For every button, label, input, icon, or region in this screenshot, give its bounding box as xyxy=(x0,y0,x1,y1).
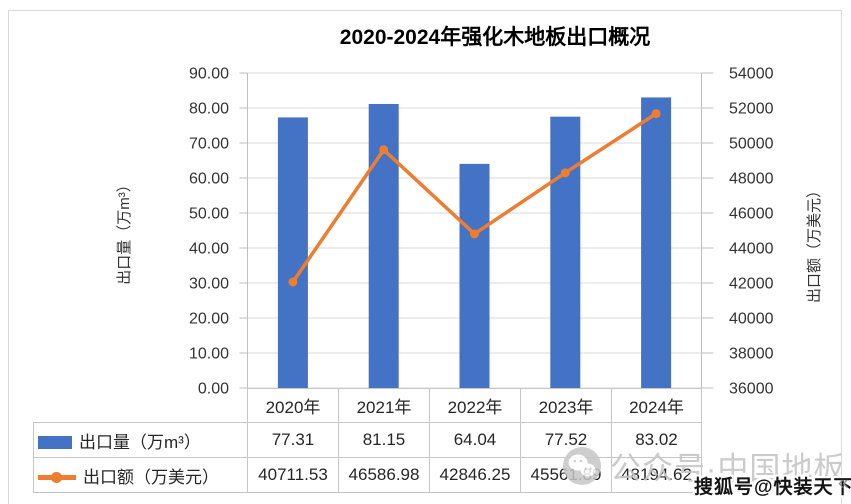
legend-line-swatch xyxy=(38,471,76,484)
table-value: 81.15 xyxy=(338,422,430,458)
left-axis-tick-label: 30.00 xyxy=(189,276,229,293)
table-corner-empty xyxy=(34,389,248,423)
left-axis-tick-label: 50.00 xyxy=(189,206,229,223)
wechat-icon xyxy=(563,447,601,485)
right-axis-tick-label: 52000 xyxy=(729,101,774,118)
bar-2023年 xyxy=(550,116,581,389)
right-axis-tick-label: 50000 xyxy=(729,136,774,153)
line-marker-2023年 xyxy=(560,168,570,178)
right-axis-tick-label: 36000 xyxy=(729,381,774,398)
table-value: 42846.25 xyxy=(429,457,521,493)
table-value: 48194.62 xyxy=(611,457,702,493)
line-marker-2022年 xyxy=(470,229,479,239)
category-label: 2021年 xyxy=(338,388,430,423)
category-label: 2023年 xyxy=(520,388,612,423)
chevron-left-icon: « xyxy=(838,473,849,494)
legend-bar-swatch xyxy=(38,435,72,449)
line-marker-2021年 xyxy=(379,145,389,155)
right-axis-tick-label: 40000 xyxy=(729,311,774,328)
line-marker-2020年 xyxy=(288,277,298,287)
chart-title: 2020-2024年强化木地板出口概况 xyxy=(339,26,651,49)
right-axis-tick-label: 44000 xyxy=(729,241,774,258)
bar-2020年 xyxy=(277,117,308,388)
right-axis-tick-label: 48000 xyxy=(729,171,774,188)
right-axis-tick-label: 38000 xyxy=(729,346,774,363)
left-axis-tick-label: 70.00 xyxy=(189,136,229,153)
legend-label: 出口额（万美元） xyxy=(83,467,219,487)
category-label: 2024年 xyxy=(611,388,702,423)
line-marker-2024年 xyxy=(651,109,661,119)
right-axis-tick-label: 46000 xyxy=(729,206,774,223)
legend-item: 出口量（万m³） xyxy=(33,422,248,458)
right-axis-title: 出口额（万美元） xyxy=(806,183,823,304)
table-value: 77.31 xyxy=(247,422,339,458)
left-axis-tick-label: 90.00 xyxy=(189,66,229,83)
sohu-watermark-text: 搜狐号@快装天下 xyxy=(694,477,851,498)
right-axis-tick-label: 54000 xyxy=(729,66,774,83)
bar-2022年 xyxy=(459,163,490,388)
table-value: 83.02 xyxy=(611,422,702,458)
category-label: 2020年 xyxy=(247,388,339,423)
table-value: 40711.53 xyxy=(247,457,339,493)
bar-2024年 xyxy=(641,97,672,389)
wechat-watermark-text: 公众号·中国地板 xyxy=(610,451,846,486)
left-axis-tick-label: 40.00 xyxy=(189,241,229,258)
left-axis-tick-label: 80.00 xyxy=(189,101,229,118)
table-value: 46586.98 xyxy=(338,457,430,493)
chart-data-table: 2020年 2021年 2022年 2023年 2024年出口量（万m³） 77.31 81… xyxy=(33,388,702,493)
table-value: 64.04 xyxy=(429,422,521,458)
left-axis-tick-label: 60.00 xyxy=(189,171,229,188)
right-axis-tick-label: 42000 xyxy=(729,276,774,293)
left-axis-tick-label: 0.00 xyxy=(198,381,229,398)
legend-label: 出口量（万m³） xyxy=(79,432,201,452)
left-axis-title: 出口量（万m³） xyxy=(116,177,133,285)
legend-item: 出口额（万美元） xyxy=(33,457,248,493)
left-axis-tick-label: 20.00 xyxy=(189,311,229,328)
left-axis-tick-label: 10.00 xyxy=(189,346,229,363)
category-label: 2022年 xyxy=(429,388,521,423)
